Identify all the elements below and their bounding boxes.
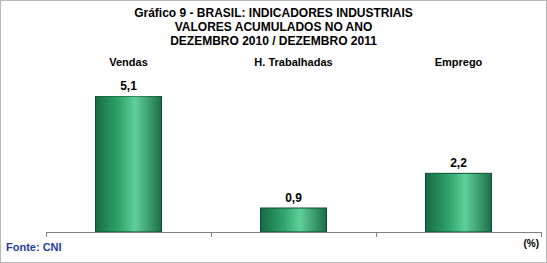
data-label: 5,1 (120, 79, 137, 93)
data-label: 0,9 (285, 191, 302, 205)
bars (96, 96, 492, 232)
category-label: Vendas (109, 56, 148, 68)
bar (96, 96, 162, 232)
chart-container: Gráfico 9 - BRASIL: INDICADORES INDUSTRI… (0, 0, 547, 263)
chart: Gráfico 9 - BRASIL: INDICADORES INDUSTRI… (0, 0, 547, 263)
category-separator (376, 232, 377, 237)
category-separator (541, 232, 542, 237)
source: Fonte: CNI (6, 241, 62, 253)
baseline (46, 232, 541, 233)
category-label: Emprego (435, 56, 483, 68)
title: Gráfico 9 - BRASIL: INDICADORES INDUSTRI… (134, 6, 413, 20)
bar (261, 208, 327, 232)
unit-label: (%) (523, 238, 539, 249)
title: DEZEMBRO 2010 / DEZEMBRO 2011 (170, 34, 377, 48)
bar (426, 173, 492, 232)
category-label: H. Trabalhadas (254, 56, 332, 68)
category-separator (46, 232, 47, 237)
data-label: 2,2 (450, 156, 467, 170)
frame (1, 1, 547, 263)
title: VALORES ACUMULADOS NO ANO (175, 20, 373, 34)
category-separator (211, 232, 212, 237)
